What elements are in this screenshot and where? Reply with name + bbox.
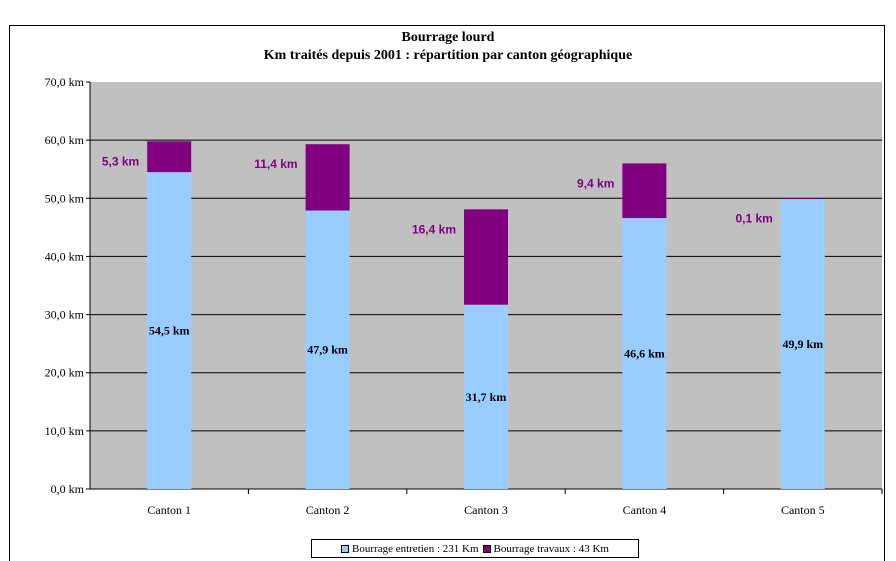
y-tick-label: 0,0 km [51,482,85,496]
bar-travaux [780,198,825,199]
bar-entretien [622,218,667,489]
data-label-entretien: 31,7 km [466,390,507,404]
chart-legend: Bourrage entretien : 231 Km Bourrage tra… [311,539,639,558]
y-tick-label: 20,0 km [45,366,85,380]
legend-item-entretien: Bourrage entretien : 231 Km [341,542,479,555]
data-label-entretien: 47,9 km [307,343,348,357]
data-label-travaux: 16,4 km [412,222,456,236]
bar-travaux [305,144,350,211]
bar-entretien [780,198,825,490]
data-label-entretien: 49,9 km [782,337,823,351]
bar-entretien [305,210,350,489]
data-label-travaux: 5,3 km [102,154,139,168]
bar-travaux [622,163,667,219]
data-label-entretien: 46,6 km [624,347,665,361]
x-tick-label: Canton 4 [623,503,667,517]
y-tick-label: 50,0 km [45,191,85,205]
chart-subtitle: Km traités depuis 2001 : répartition par… [263,48,633,63]
bar-travaux [464,209,508,305]
data-label-travaux: 0,1 km [735,211,772,225]
data-label-travaux: 9,4 km [577,176,614,190]
x-tick-label: Canton 1 [147,503,191,517]
chart-title: Bourrage lourd [401,30,495,45]
bar-entretien [147,172,192,489]
x-tick-label: Canton 3 [464,503,508,517]
y-tick-label: 30,0 km [45,308,85,322]
legend-label-travaux: Bourrage travaux : 43 Km [493,542,609,555]
data-label-travaux: 11,4 km [254,157,297,171]
y-tick-label: 10,0 km [45,424,85,438]
legend-swatch-entretien [341,544,350,553]
x-tick-label: Canton 5 [781,503,825,517]
data-label-entretien: 54,5 km [149,324,190,338]
legend-swatch-travaux [482,544,491,553]
y-tick-label: 60,0 km [45,133,85,147]
legend-label-entretien: Bourrage entretien : 231 Km [352,542,479,555]
y-tick-label: 70,0 km [45,75,85,89]
legend-item-travaux: Bourrage travaux : 43 Km [482,542,609,555]
bar-travaux [147,141,192,173]
bar-entretien [464,304,508,489]
y-tick-label: 40,0 km [45,249,85,263]
x-tick-label: Canton 2 [306,503,350,517]
